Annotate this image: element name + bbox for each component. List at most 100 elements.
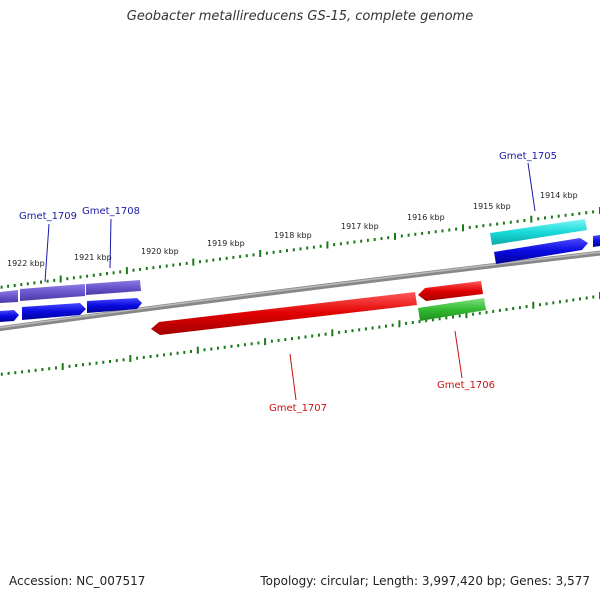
upper-scale-minor-tick: [366, 238, 369, 242]
gene-arrow-1705-cds[interactable]: [494, 238, 588, 264]
forward-strand-genes: [0, 235, 600, 322]
upper-scale-minor-tick: [40, 280, 42, 284]
lower-scale-minor-tick: [156, 354, 159, 358]
tick-label-1915: 1915 kbp: [473, 202, 511, 211]
upper-scale-minor-tick: [99, 273, 102, 276]
gene-bar-1705[interactable]: [490, 219, 587, 245]
upper-scale-minor-tick: [380, 237, 383, 241]
upper-scale-minor-tick: [13, 284, 16, 287]
lower-scale-minor-tick: [338, 330, 341, 334]
upper-scale-minor-tick: [441, 229, 444, 233]
gene-bar-1706[interactable]: [418, 298, 486, 321]
upper-scale-minor-tick: [205, 259, 208, 263]
gene-label-1708[interactable]: Gmet_1708: [82, 206, 140, 217]
gene-bar-1709[interactable]: [20, 284, 85, 301]
upper-scale-minor-tick: [92, 273, 95, 277]
upper-scale-minor-tick: [106, 272, 108, 276]
lower-scale-minor-tick: [27, 369, 30, 373]
lower-scale-minor-tick: [297, 336, 300, 340]
gene-arrow-partial-left[interactable]: [0, 310, 19, 322]
lower-scale-minor-tick: [136, 356, 139, 360]
upper-scale-minor-tick: [373, 238, 376, 241]
upper-scale-minor-tick: [360, 239, 363, 243]
lower-scale-minor-tick: [183, 350, 186, 354]
upper-scale-minor-tick: [112, 271, 115, 275]
upper-scale-major-tick: [326, 241, 329, 249]
upper-scale-minor-tick: [179, 262, 181, 266]
lower-scale-minor-tick: [109, 360, 111, 363]
upper-scale-minor-tick: [119, 270, 122, 274]
lower-scale-minor-tick: [539, 303, 541, 307]
upper-scale-minor-tick: [272, 250, 275, 254]
gene-label-1707[interactable]: Gmet_1707: [269, 403, 327, 414]
lower-scale-minor-tick: [525, 305, 528, 309]
lower-scale-minor-tick: [385, 324, 387, 328]
gene-label-1706[interactable]: Gmet_1706: [437, 380, 495, 391]
upper-scale-minor-tick: [502, 221, 505, 225]
lower-scale-minor-tick: [317, 333, 320, 337]
lower-scale-major-tick: [264, 338, 267, 346]
lower-scale-major-tick: [398, 320, 401, 328]
lower-scale-minor-tick: [75, 364, 78, 367]
lower-scale-minor-tick: [411, 321, 414, 324]
lower-scale-minor-tick: [250, 342, 253, 346]
lower-scale-major-tick: [61, 363, 64, 371]
gene-arrow-1707[interactable]: [151, 292, 417, 335]
gene-arrow-1708-cds[interactable]: [87, 298, 142, 313]
upper-scale-minor-tick: [489, 223, 492, 227]
upper-scale-minor-tick: [353, 240, 356, 244]
lower-scale-minor-tick: [478, 311, 481, 315]
gene-bar-1708[interactable]: [86, 280, 141, 295]
lower-scale-minor-tick: [572, 298, 575, 302]
lower-scale-minor-tick: [505, 308, 508, 311]
lower-scale-minor-tick: [545, 302, 548, 306]
gene-bar-partial-left[interactable]: [0, 290, 18, 303]
upper-scale-minor-tick: [225, 256, 228, 260]
lower-scale-minor-tick: [270, 339, 273, 343]
upper-scale-minor-tick: [132, 268, 135, 272]
gene-label-1705[interactable]: Gmet_1705: [499, 151, 557, 162]
upper-scale-minor-tick: [292, 248, 295, 252]
upper-scale-minor-tick: [239, 255, 242, 259]
upper-scale-minor-tick: [421, 231, 424, 235]
gene-label-1709[interactable]: Gmet_1709: [19, 211, 77, 222]
tick-label-1919: 1919 kbp: [207, 239, 245, 248]
upper-scale-minor-tick: [33, 281, 36, 285]
upper-scale-minor-tick: [199, 260, 201, 264]
upper-scale-minor-tick: [72, 276, 75, 280]
upper-scale-minor-tick: [585, 211, 588, 215]
lower-scale-minor-tick: [371, 326, 374, 330]
upper-scale-minor-tick: [312, 245, 315, 249]
lower-scale-minor-tick: [405, 321, 408, 325]
upper-scale-major-tick: [125, 267, 128, 275]
lower-scale-minor-tick: [190, 350, 192, 353]
upper-scale-minor-tick: [400, 234, 403, 238]
lower-scale-minor-tick: [579, 297, 581, 301]
lower-scale-minor-tick: [223, 345, 226, 349]
lower-scale-minor-tick: [458, 314, 461, 318]
lower-scale-minor-tick: [284, 338, 287, 341]
lower-scale-minor-tick: [498, 308, 501, 312]
upper-scale-minor-tick: [145, 267, 148, 270]
lower-scale-minor-tick: [559, 300, 561, 304]
gene-arrow-partial-right[interactable]: [593, 235, 600, 247]
upper-scale-minor-tick: [333, 243, 336, 247]
purple-gene-bars: [0, 280, 141, 303]
upper-scale-minor-tick: [279, 250, 282, 253]
lower-scale-major-tick: [532, 301, 535, 309]
upper-scale-minor-tick: [219, 257, 221, 261]
lower-scale-minor-tick: [364, 327, 367, 331]
upper-scale-minor-tick: [427, 231, 430, 235]
upper-scale-major-tick: [394, 232, 396, 240]
lower-scale-minor-tick: [565, 299, 568, 303]
upper-scale-minor-tick: [578, 212, 581, 216]
lower-scale-minor-tick: [115, 359, 118, 363]
upper-scale-minor-tick: [7, 284, 10, 288]
upper-scale-minor-tick: [564, 213, 567, 217]
gene-arrow-1706[interactable]: [418, 281, 483, 301]
lower-scale-minor-tick: [512, 307, 515, 310]
upper-scale-minor-tick: [407, 233, 410, 237]
gene-arrow-1709-cds[interactable]: [22, 303, 86, 320]
upper-scale-minor-tick: [53, 278, 56, 282]
